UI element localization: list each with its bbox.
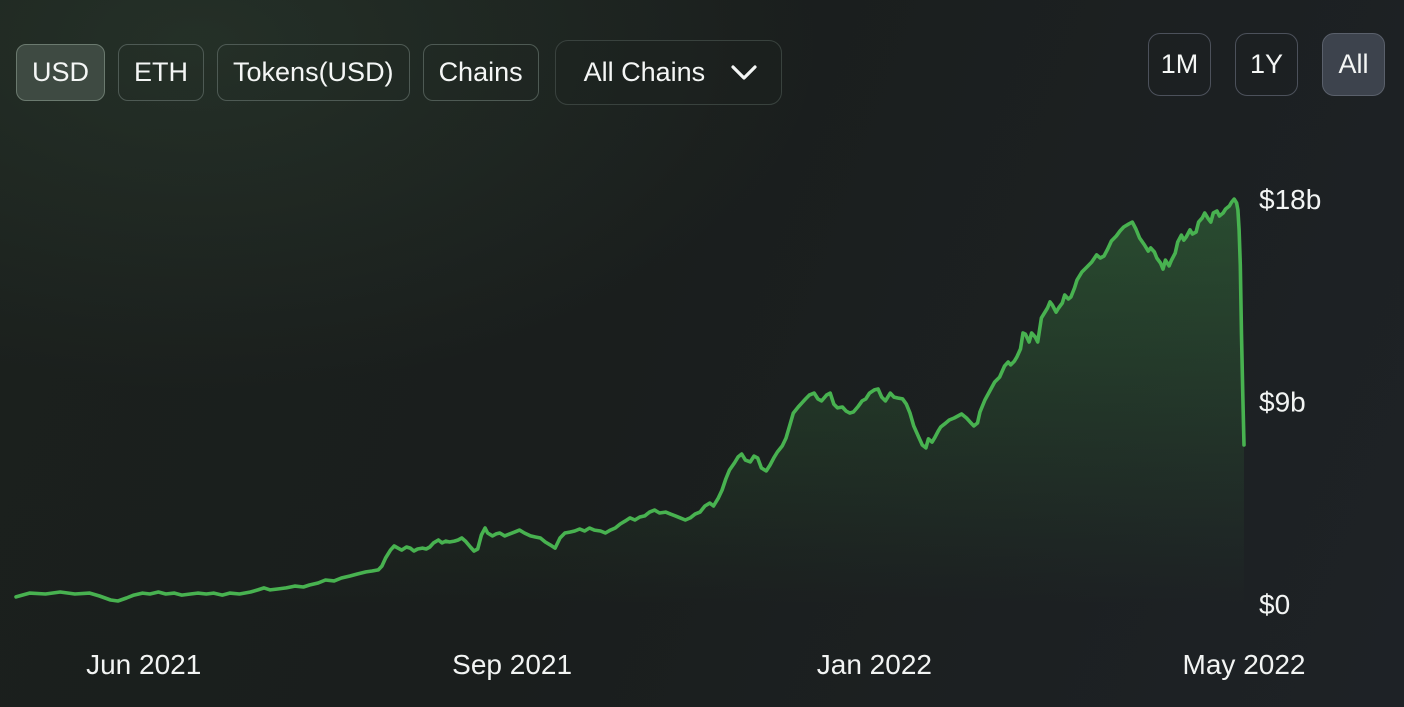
x-axis-tick-label: Sep 2021 (452, 649, 572, 680)
time-range-group: 1M 1Y All (1148, 33, 1385, 96)
chain-select-value: All Chains (583, 57, 706, 87)
chain-select-dropdown[interactable]: All Chains (554, 40, 783, 105)
y-axis-tick-label: $0 (1259, 589, 1290, 620)
range-all-button[interactable]: All (1322, 33, 1385, 96)
y-axis-tick-label: $18b (1259, 184, 1321, 215)
chart-toolbar: USD ETH Tokens(USD) Chains All Chains (16, 40, 783, 105)
x-axis-tick-label: May 2022 (1183, 649, 1306, 680)
y-axis-tick-label: $9b (1259, 387, 1306, 418)
currency-eth-button[interactable]: ETH (118, 44, 205, 101)
tokens-usd-button[interactable]: Tokens(USD) (217, 44, 410, 101)
tvl-area-fill (16, 199, 1244, 605)
chevron-down-icon (731, 64, 757, 80)
tvl-line (14, 197, 1246, 603)
chains-button[interactable]: Chains (422, 44, 539, 101)
x-axis-tick-label: Jan 2022 (817, 649, 932, 680)
range-1y-button[interactable]: 1Y (1235, 33, 1298, 96)
range-1m-button[interactable]: 1M (1148, 33, 1211, 96)
currency-usd-button[interactable]: USD (16, 44, 106, 101)
x-axis-tick-label: Jun 2021 (86, 649, 201, 680)
